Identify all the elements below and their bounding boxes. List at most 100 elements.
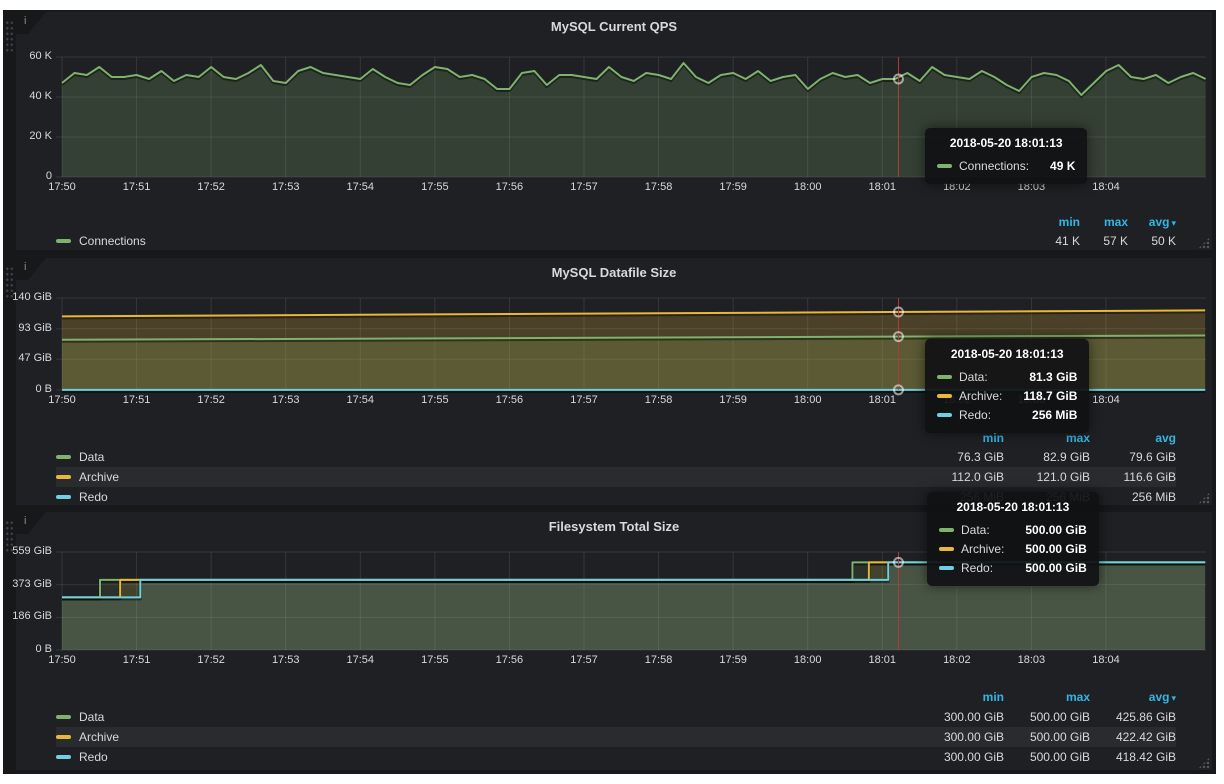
stat-avg: 422.42 GiB: [1090, 730, 1176, 744]
series-color-dash: [937, 394, 952, 398]
series-color-dash: [56, 239, 71, 243]
x-tick-label: 17:56: [487, 394, 531, 406]
grafana-dashboard: i MySQL Current QPS 60 K40 K20 K0 17:501…: [3, 10, 1216, 774]
series-color-dash: [56, 495, 71, 499]
legend-header-max[interactable]: max: [1080, 215, 1128, 229]
legend-header-min[interactable]: min: [1032, 215, 1080, 229]
stat-max: 82.9 GiB: [1004, 450, 1090, 464]
legend-series-archive[interactable]: Archive: [56, 730, 918, 744]
y-tick-label: 40 K: [2, 90, 52, 102]
stat-avg: 79.6 GiB: [1090, 450, 1176, 464]
series-color-dash: [56, 455, 71, 459]
series-color-dash: [56, 755, 71, 759]
stat-avg: 425.86 GiB: [1090, 710, 1176, 724]
x-tick-label: 17:59: [711, 394, 755, 406]
x-tick-label: 18:00: [786, 654, 830, 666]
stat-avg: 256 MiB: [1090, 490, 1176, 504]
x-tick-label: 17:51: [115, 181, 159, 193]
legend-row-archive: Archive 300.00 GiB 500.00 GiB 422.42 GiB: [56, 727, 1176, 747]
stat-avg: 418.42 GiB: [1090, 750, 1176, 764]
stat-avg: 50 K: [1128, 234, 1176, 248]
stat-max: 500.00 GiB: [1004, 750, 1090, 764]
stat-max: 500.00 GiB: [1004, 730, 1090, 744]
legend-header-row: min max avg▾: [56, 687, 1176, 707]
legend-series-data[interactable]: Data: [56, 450, 918, 464]
x-tick-label: 18:01: [860, 654, 904, 666]
tooltip-filesystem: 2018-05-20 18:01:13 Data: 500.00 GiB Arc…: [927, 492, 1099, 586]
x-tick-label: 17:50: [40, 654, 84, 666]
series-color-dash: [937, 375, 952, 379]
x-tick-label: 17:57: [562, 394, 606, 406]
panel-drag-handle[interactable]: [5, 20, 14, 52]
x-tick-label: 17:53: [264, 181, 308, 193]
x-tick-label: 18:00: [786, 181, 830, 193]
legend-series-archive[interactable]: Archive: [56, 470, 918, 484]
tooltip-timestamp: 2018-05-20 18:01:13: [939, 500, 1087, 514]
legend-header-max[interactable]: max: [1004, 431, 1090, 445]
x-tick-label: 17:53: [264, 654, 308, 666]
x-tick-label: 17:54: [338, 181, 382, 193]
x-tick-label: 17:55: [413, 181, 457, 193]
stat-min: 300.00 GiB: [918, 730, 1004, 744]
x-tick-label: 17:56: [487, 181, 531, 193]
x-tick-label: 17:56: [487, 654, 531, 666]
legend-series-redo[interactable]: Redo: [56, 750, 918, 764]
x-tick-label: 17:50: [40, 181, 84, 193]
stat-min: 300.00 GiB: [918, 710, 1004, 724]
legend-row-redo: Redo 300.00 GiB 500.00 GiB 418.42 GiB: [56, 747, 1176, 767]
stat-max: 57 K: [1080, 234, 1128, 248]
x-tick-label: 17:58: [637, 654, 681, 666]
legend-header-max[interactable]: max: [1004, 690, 1090, 704]
legend-header-min[interactable]: min: [918, 431, 1004, 445]
tooltip-qps: 2018-05-20 18:01:13 Connections: 49 K: [925, 128, 1087, 184]
legend-row-data: Data 76.3 GiB 82.9 GiB 79.6 GiB: [56, 447, 1176, 467]
legend-header-row: min max avg▾: [56, 212, 1176, 232]
y-tick-label: 140 GiB: [2, 291, 52, 303]
stat-min: 112.0 GiB: [918, 470, 1004, 484]
stat-max: 121.0 GiB: [1004, 470, 1090, 484]
stat-avg: 116.6 GiB: [1090, 470, 1176, 484]
x-tick-label: 18:01: [860, 181, 904, 193]
series-color-dash: [56, 715, 71, 719]
x-tick-label: 17:52: [189, 394, 233, 406]
tooltip-timestamp: 2018-05-20 18:01:13: [937, 136, 1075, 150]
legend-series-redo[interactable]: Redo: [56, 490, 918, 504]
legend-header-avg[interactable]: avg▾: [1128, 215, 1176, 229]
sort-caret-icon: ▾: [1171, 693, 1176, 703]
series-color-dash: [939, 528, 954, 532]
x-tick-label: 17:58: [637, 394, 681, 406]
x-tick-label: 18:00: [786, 394, 830, 406]
x-tick-label: 17:57: [562, 181, 606, 193]
legend-series-data[interactable]: Data: [56, 710, 918, 724]
y-tick-label: 20 K: [2, 130, 52, 142]
tooltip-timestamp: 2018-05-20 18:01:13: [937, 347, 1077, 361]
x-tick-label: 17:52: [189, 654, 233, 666]
x-tick-label: 18:04: [1084, 654, 1128, 666]
y-tick-label: 93 GiB: [2, 322, 52, 334]
x-tick-label: 18:04: [1084, 394, 1128, 406]
x-tick-label: 17:55: [413, 654, 457, 666]
series-color-dash: [56, 735, 71, 739]
x-tick-label: 18:04: [1084, 181, 1128, 193]
legend-header-avg[interactable]: avg▾: [1090, 690, 1176, 704]
y-tick-label: 47 GiB: [2, 352, 52, 364]
series-color-dash: [939, 566, 954, 570]
stat-max: 500.00 GiB: [1004, 710, 1090, 724]
legend-header-min[interactable]: min: [918, 690, 1004, 704]
x-tick-label: 17:53: [264, 394, 308, 406]
legend-series-connections[interactable]: Connections: [56, 234, 1032, 248]
x-tick-label: 17:50: [40, 394, 84, 406]
x-tick-label: 17:54: [338, 394, 382, 406]
legend-header-avg[interactable]: avg: [1090, 431, 1176, 445]
x-tick-label: 17:55: [413, 394, 457, 406]
x-tick-label: 17:57: [562, 654, 606, 666]
stat-min: 76.3 GiB: [918, 450, 1004, 464]
x-tick-label: 17:59: [711, 654, 755, 666]
x-tick-label: 17:51: [115, 394, 159, 406]
series-color-dash: [937, 164, 952, 168]
x-tick-label: 17:51: [115, 654, 159, 666]
y-tick-label: 559 GiB: [2, 545, 52, 557]
x-tick-label: 17:58: [637, 181, 681, 193]
series-color-dash: [56, 475, 71, 479]
stat-min: 300.00 GiB: [918, 750, 1004, 764]
